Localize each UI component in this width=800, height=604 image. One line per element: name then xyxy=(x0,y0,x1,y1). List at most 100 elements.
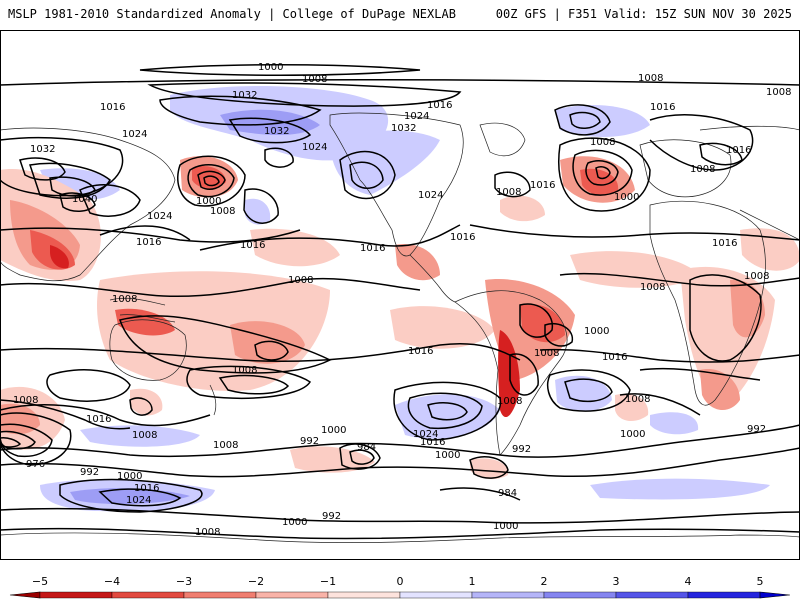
isobar-label: 1000 xyxy=(584,326,609,337)
map-panel[interactable]: 1000 1008 1008 1016 1024 1032 1040 1024 … xyxy=(0,30,800,560)
isobar-label: 992 xyxy=(80,467,99,478)
colorbar-segment xyxy=(255,591,329,599)
isobar-label: 1016 xyxy=(450,232,475,243)
coast-new-zealand xyxy=(209,384,217,416)
isobar-africa-1008 xyxy=(689,274,762,362)
isobar-label: 1008 xyxy=(766,87,791,98)
colorbar-tick-label: 3 xyxy=(613,575,620,588)
isobar-label: 976 xyxy=(26,459,45,470)
coast-greenland xyxy=(479,122,526,157)
isobar-arctic xyxy=(147,82,462,107)
isobar-top-1 xyxy=(139,64,421,76)
isobar-label: 1000 xyxy=(321,425,346,436)
isobar-pacific-high xyxy=(159,95,322,126)
isobar-label: 1008 xyxy=(302,74,327,85)
isobar-label: 992 xyxy=(300,436,319,447)
isobar-bering-low-2 xyxy=(187,163,235,198)
isobar-antarctic-high xyxy=(59,478,203,513)
isobar-label: 1008 xyxy=(213,440,238,451)
colorbar-tick-label: 5 xyxy=(757,575,764,588)
colorbar-svg: −5 −4 −3 −2 −1 0 1 2 3 4 5 xyxy=(9,575,791,599)
isobar-indian-high-2 xyxy=(564,378,613,403)
colorbar-segment xyxy=(615,591,689,599)
colorbar-segments xyxy=(9,591,791,599)
isobar-label: 1024 xyxy=(147,211,172,222)
isobar-label: 1016 xyxy=(240,240,265,251)
isobar-992-southern xyxy=(0,447,800,478)
isobar-label: 992 xyxy=(512,444,531,455)
isobar-label: 1008 xyxy=(496,187,521,198)
positive-anomaly-canada xyxy=(330,130,440,195)
colorbar-tick-label: 1 xyxy=(469,575,476,588)
isobar-label: 1000 xyxy=(282,517,307,528)
isobar-alaska-high xyxy=(228,117,312,144)
coast-indonesia xyxy=(109,297,176,323)
isobar-bering-low-3 xyxy=(197,170,226,190)
isobar-label: 1008 xyxy=(232,365,257,376)
isobar-southern-pacific-low-1 xyxy=(339,443,381,470)
colorbar-tick-labels: −5 −4 −3 −2 −1 0 1 2 3 4 5 xyxy=(32,575,764,588)
isobar-tropical-1008-e xyxy=(559,272,800,287)
isobar-southern-low-w-1 xyxy=(0,412,72,466)
isobar-label: 1008 xyxy=(132,430,157,441)
positive-anomaly-indian-ocean xyxy=(650,412,699,435)
isobar-tropical-1008-w xyxy=(0,277,421,298)
isobar-south-pacific-high-2 xyxy=(186,365,312,400)
map-title: MSLP 1981-2010 Standardized Anomaly | Co… xyxy=(8,7,456,21)
isobar-label: 1016 xyxy=(134,483,159,494)
coast-asia-south xyxy=(739,209,800,241)
isobar-label: 1008 xyxy=(640,282,665,293)
negative-anomaly-north-atlantic-subtropic xyxy=(500,195,545,222)
isobar-south-atlantic-high-3 xyxy=(427,402,468,421)
colorbar-extend-max xyxy=(759,591,791,599)
colorbar-segment xyxy=(471,591,545,599)
isobar-label: 1000 xyxy=(620,429,645,440)
isobar-label: 1000 xyxy=(117,471,142,482)
isobar-label: 1016 xyxy=(420,437,445,448)
positive-anomaly-western-pacific xyxy=(245,198,271,225)
colorbar-segment xyxy=(111,591,185,599)
isobar-label: 992 xyxy=(322,511,341,522)
isobar-south-atlantic-high-2 xyxy=(407,392,483,430)
isobar-label: 1016 xyxy=(100,102,125,113)
negative-anomaly-melanesia xyxy=(115,308,175,336)
negative-anomaly-east-pacific xyxy=(390,306,495,349)
colorbar-segment xyxy=(543,591,617,599)
isobar-south-pacific-high-3 xyxy=(218,374,290,395)
isobar-label: 1016 xyxy=(712,238,737,249)
isobar-south-atlantic-high-1 xyxy=(393,381,502,441)
colorbar-tick-label: −3 xyxy=(176,575,192,588)
header-bar: MSLP 1981-2010 Standardized Anomaly | Co… xyxy=(0,0,800,30)
isobar-bering-low-1 xyxy=(177,155,246,207)
isobar-east-asia-1024 xyxy=(79,184,141,217)
isobar-southern-low-w-4 xyxy=(0,437,22,448)
isobar-label: 992 xyxy=(747,424,766,435)
isobar-label: 1008 xyxy=(497,396,522,407)
isobar-subtropical-1016-central xyxy=(199,224,461,251)
isobar-north-atlantic-low-3 xyxy=(585,160,619,186)
isobar-south-atlantic-1016 xyxy=(539,348,800,363)
colorbar-extend-min xyxy=(9,591,41,599)
isobar-label: 1016 xyxy=(530,180,555,191)
isobar-indian-high-1 xyxy=(547,369,631,412)
isobar-north-atlantic-low-1 xyxy=(558,137,651,212)
coast-antarctica xyxy=(0,532,800,543)
isobar-south-pacific-low-small xyxy=(129,397,153,416)
isobar-south-america-1008 xyxy=(519,303,554,338)
isobar-label: 1040 xyxy=(72,194,97,205)
isobar-gulf-low xyxy=(264,147,294,168)
isobar-label: 1008 xyxy=(744,271,769,282)
isobar-west-pacific xyxy=(243,188,279,224)
isobar-label: 1032 xyxy=(232,90,257,101)
colorbar-segment xyxy=(687,591,761,599)
isobar-subtropical-1016-w xyxy=(0,227,301,243)
isobar-canada-high-inner xyxy=(349,161,384,189)
isobar-label: 1008 xyxy=(534,348,559,359)
isobars xyxy=(0,64,800,540)
positive-anomaly-south-africa xyxy=(555,375,612,412)
isobar-label: 1000 xyxy=(493,521,518,532)
anomaly-map[interactable]: 1000 1008 1008 1016 1024 1032 1040 1024 … xyxy=(0,30,800,560)
colorbar-segment xyxy=(39,591,113,599)
isobar-label: 1032 xyxy=(391,123,416,134)
isobar-argentina-1008 xyxy=(509,353,539,396)
